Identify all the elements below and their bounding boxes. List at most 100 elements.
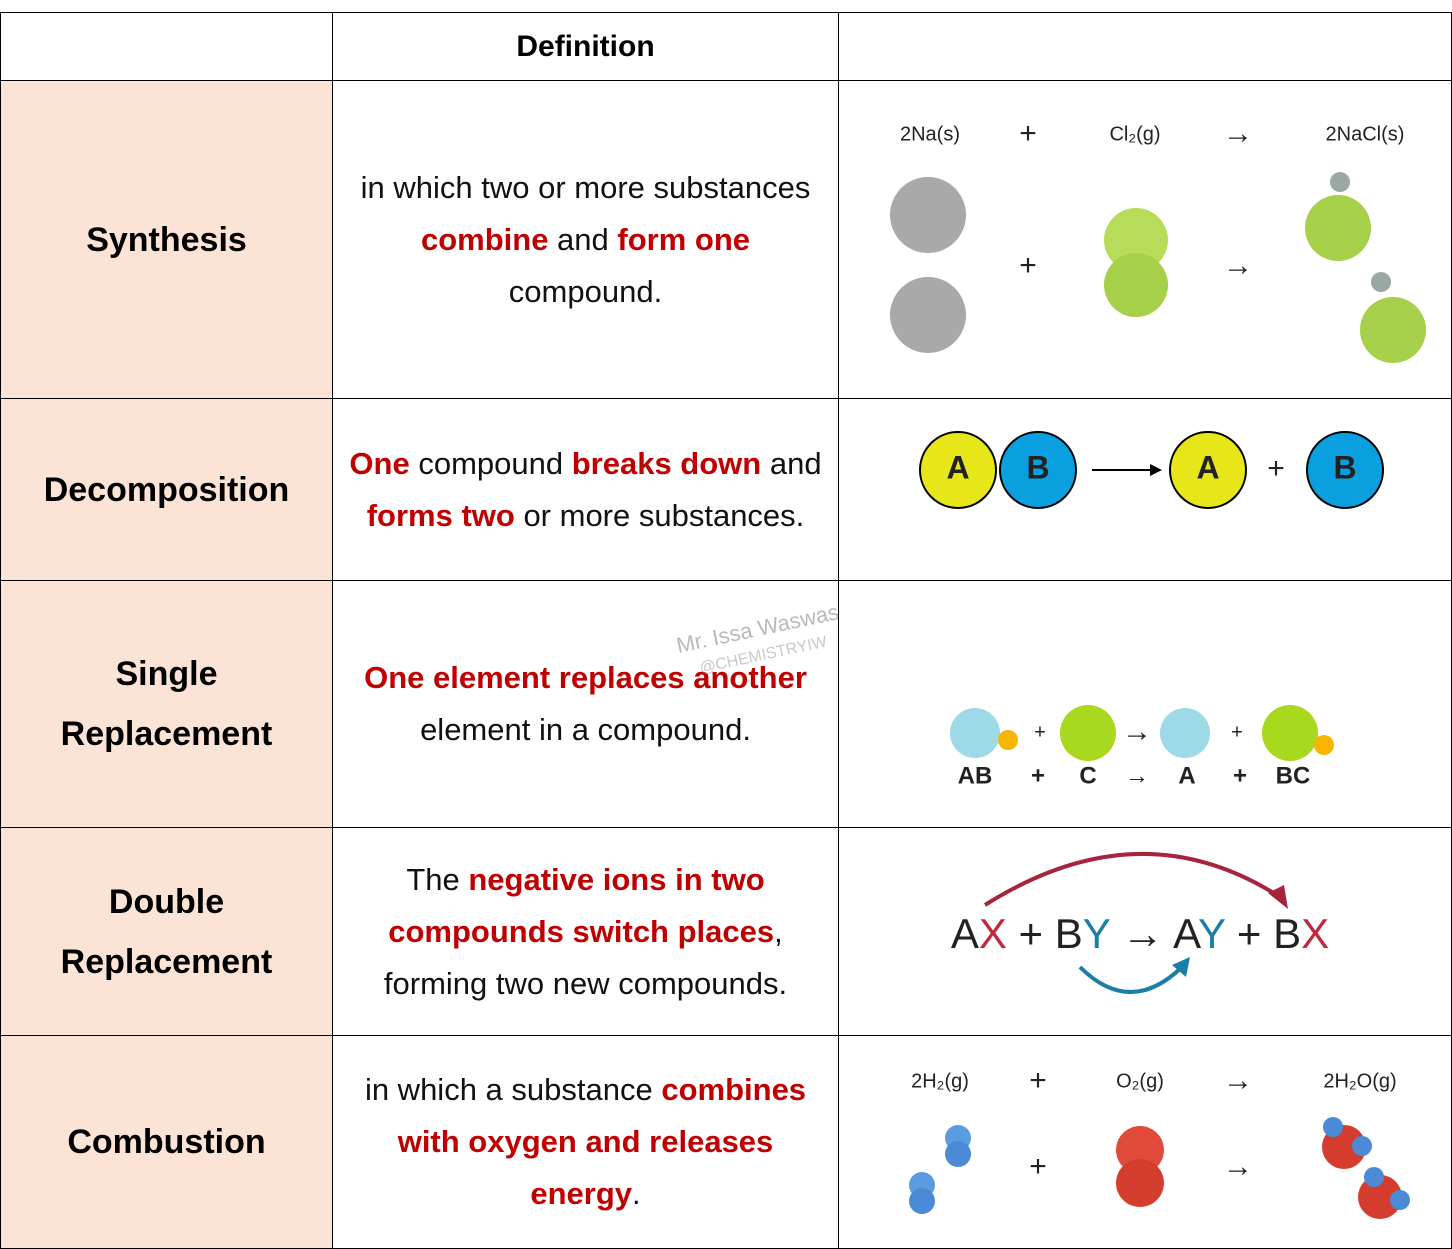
operator: + bbox=[1031, 762, 1045, 789]
atom bbox=[1360, 297, 1426, 363]
atom bbox=[1305, 195, 1371, 261]
operator: → bbox=[1125, 762, 1149, 789]
decomposition-diagram: A B A + B bbox=[919, 431, 1384, 509]
formula: Cl₂(g) bbox=[1109, 123, 1160, 145]
definition-segment: or more substances. bbox=[514, 497, 805, 533]
operator: + bbox=[1231, 721, 1243, 743]
atom bbox=[1160, 708, 1210, 758]
atom bbox=[1390, 1190, 1410, 1210]
formula: O₂(g) bbox=[1116, 1070, 1164, 1092]
highlight-text: One bbox=[349, 445, 410, 481]
definition: The negative ions in two compounds switc… bbox=[332, 827, 839, 1036]
reaction-name: Combustion bbox=[0, 1035, 333, 1249]
definition-text: The negative ions in two compounds switc… bbox=[347, 854, 824, 1010]
highlight-text: combines with oxygen and releases energy bbox=[397, 1072, 807, 1211]
definition-text: One compound breaks down and forms two o… bbox=[347, 438, 824, 542]
definition-segment: in which a substance bbox=[364, 1072, 662, 1107]
definition-segment: and bbox=[548, 221, 618, 257]
atom bbox=[1364, 1167, 1384, 1187]
definition-segment: element in a compound. bbox=[420, 712, 751, 747]
reaction-name: Single Replacement bbox=[0, 580, 333, 828]
formula: 2H₂O(g) bbox=[1323, 1070, 1396, 1092]
atom bbox=[1358, 1175, 1402, 1219]
operator: + bbox=[1267, 452, 1285, 485]
atom bbox=[999, 431, 1077, 509]
atom-label: A bbox=[946, 449, 969, 485]
formula: C bbox=[1079, 762, 1096, 789]
arrow-head bbox=[1150, 464, 1162, 476]
header-definition: Definition bbox=[332, 12, 839, 81]
equation-token: X bbox=[1301, 910, 1329, 957]
equation-token: Y bbox=[1198, 910, 1226, 957]
single-replacement-diagram: + → + AB + C → A + BC bbox=[950, 705, 1334, 789]
atom bbox=[1104, 208, 1168, 272]
operator: + bbox=[1019, 117, 1037, 150]
equation-token: B bbox=[1055, 910, 1083, 957]
highlight-text: One element replaces another bbox=[364, 660, 807, 695]
atom bbox=[998, 730, 1018, 750]
definition-segment: and bbox=[761, 445, 822, 481]
definition-text: in which a substance combines with oxyge… bbox=[347, 1064, 824, 1220]
atom bbox=[1314, 735, 1334, 755]
reaction-name: Double Replacement bbox=[0, 827, 333, 1036]
operator: → bbox=[1223, 117, 1253, 150]
definition-segment: compound. bbox=[508, 273, 663, 309]
atom bbox=[1169, 431, 1247, 509]
atom bbox=[919, 431, 997, 509]
double-replacement-diagram: AX + BY → AY + BX bbox=[951, 851, 1329, 994]
definition-segment: . bbox=[632, 1176, 641, 1211]
atom bbox=[1323, 1117, 1343, 1137]
atom bbox=[1371, 272, 1391, 292]
operator: + bbox=[1029, 1150, 1047, 1183]
equation: AX + BY → AY + BX bbox=[951, 910, 1329, 957]
definition-segment: compound bbox=[409, 445, 572, 481]
atom bbox=[1352, 1136, 1372, 1156]
operator: + bbox=[1029, 1064, 1047, 1097]
atom bbox=[945, 1141, 971, 1167]
arrow-head bbox=[1268, 885, 1288, 909]
arrow-head bbox=[1172, 957, 1190, 977]
equation-token: Y bbox=[1083, 910, 1111, 957]
formula: 2NaCl(s) bbox=[1326, 123, 1405, 145]
arrow bbox=[983, 851, 1282, 907]
operator: → bbox=[1223, 249, 1253, 282]
arrow bbox=[1078, 965, 1184, 994]
definition-segment: The bbox=[406, 861, 469, 897]
equation-token: + bbox=[1007, 910, 1055, 957]
formula: A bbox=[1178, 762, 1195, 789]
atom bbox=[890, 177, 966, 253]
atom bbox=[890, 277, 966, 353]
equation-token: A bbox=[951, 910, 979, 957]
operator: → bbox=[1223, 1150, 1253, 1183]
definition-text: in which two or more substances combine … bbox=[347, 162, 824, 318]
definition-text: One element replaces another element in … bbox=[343, 652, 828, 756]
highlight-text: breaks down bbox=[571, 445, 762, 481]
header-cell bbox=[838, 12, 1452, 81]
operator: + bbox=[1034, 721, 1046, 743]
formula: 2H₂(g) bbox=[911, 1070, 969, 1092]
atom bbox=[1116, 1159, 1164, 1207]
definition: in which a substance combines with oxyge… bbox=[332, 1035, 839, 1249]
equation-token: + bbox=[1225, 910, 1273, 957]
operator: → bbox=[1223, 1064, 1253, 1097]
reaction-name: Synthesis bbox=[0, 80, 333, 399]
highlight-text: negative ions in two compounds switch pl… bbox=[388, 861, 775, 949]
combustion-diagram: 2H₂(g) + O₂(g) → 2H₂O(g) + → bbox=[909, 1064, 1410, 1219]
formula: BC bbox=[1276, 762, 1311, 789]
atom bbox=[1262, 705, 1318, 761]
definition-segment: in which two or more substances bbox=[360, 169, 811, 205]
watermark: Mr. Issa Waswas @CHEMISTRYIW bbox=[674, 599, 841, 677]
operator: + bbox=[1233, 762, 1247, 789]
header-cell bbox=[0, 12, 333, 81]
atom bbox=[1330, 172, 1350, 192]
formula: AB bbox=[958, 762, 993, 789]
definition-segment: , forming two new compounds. bbox=[383, 913, 788, 1001]
equation-token: A bbox=[1173, 910, 1201, 957]
definition: in which two or more substances combine … bbox=[332, 80, 839, 399]
atom bbox=[950, 708, 1000, 758]
definition: One compound breaks down and forms two o… bbox=[332, 398, 839, 581]
operator: + bbox=[1019, 249, 1037, 282]
atom bbox=[1116, 1126, 1164, 1174]
atom-label: B bbox=[1026, 449, 1049, 485]
